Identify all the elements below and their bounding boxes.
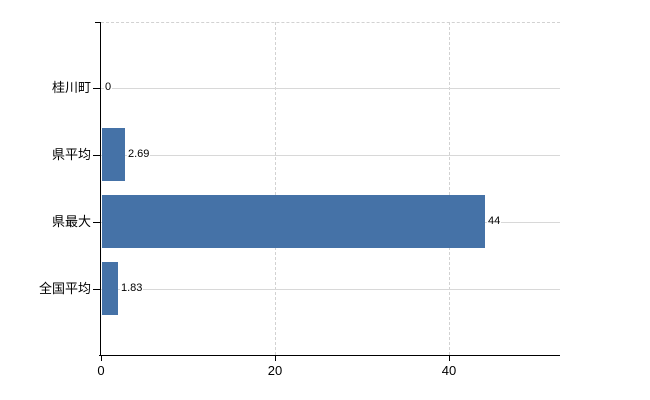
value-label: 1.83 (120, 281, 144, 296)
category-label: 全国平均 (38, 281, 91, 296)
bar[interactable] (102, 128, 125, 181)
category-gridline (101, 155, 560, 156)
x-tick-label: 20 (267, 363, 283, 378)
y-tick (93, 155, 101, 156)
x-tick (449, 355, 450, 361)
category-label: 桂川町 (51, 80, 91, 95)
value-label: 44 (487, 214, 502, 229)
plot-area: 0 20 40 0 2.69 44 1.83 (97, 22, 560, 378)
y-tick (93, 88, 101, 89)
bar[interactable] (102, 262, 118, 315)
x-tick (275, 355, 276, 361)
vertical-gridline (275, 22, 276, 355)
plot-top-gridline (101, 22, 560, 23)
y-axis-top-tick (95, 22, 101, 23)
x-tick (101, 355, 102, 361)
vertical-gridline (449, 22, 450, 355)
category-label: 県最大 (51, 214, 91, 229)
y-tick (93, 222, 101, 223)
bar[interactable] (102, 195, 485, 248)
value-label: 0 (104, 80, 113, 95)
x-tick-label: 40 (441, 363, 457, 378)
x-tick-label: 0 (97, 363, 105, 378)
category-gridline (101, 88, 560, 89)
category-label: 県平均 (51, 147, 91, 162)
y-tick (93, 289, 101, 290)
category-gridline (101, 289, 560, 290)
value-label: 2.69 (127, 147, 151, 162)
x-axis (99, 355, 560, 356)
y-axis (100, 22, 101, 356)
